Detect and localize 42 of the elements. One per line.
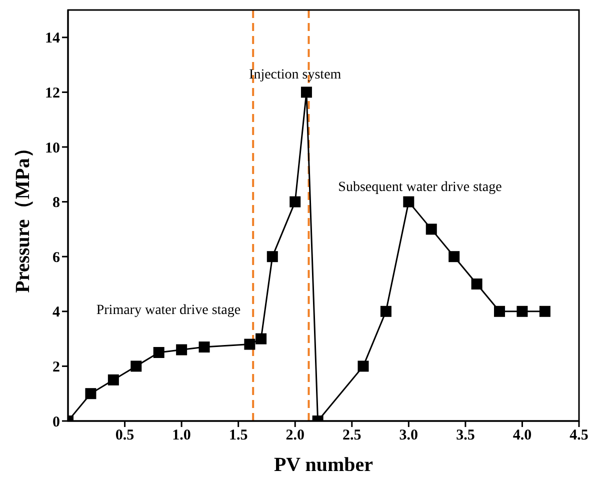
point — [130, 360, 142, 372]
x-tick-label: 4.0 — [512, 428, 532, 444]
point — [290, 196, 301, 208]
y-tick-label: 2 — [52, 360, 60, 376]
point — [85, 388, 96, 400]
x-tick-label: 2.5 — [342, 428, 362, 444]
y-tick-label: 6 — [52, 250, 60, 266]
y-tick-label: 10 — [45, 140, 60, 156]
y-tick-label: 8 — [52, 195, 60, 212]
point — [153, 347, 164, 358]
point — [358, 360, 369, 372]
x-tick-label: 1.0 — [172, 428, 191, 444]
y-tick-label: 0 — [52, 414, 60, 430]
point — [108, 374, 119, 386]
x-tick-label: 4.5 — [570, 428, 588, 444]
point — [539, 306, 550, 317]
y-tick-label: 14 — [45, 30, 60, 47]
point — [403, 196, 414, 208]
x-tick-label: 2.0 — [286, 428, 304, 444]
point — [448, 251, 460, 262]
annotation: Subsequent water drive stage — [338, 180, 502, 195]
point — [266, 251, 278, 262]
point — [300, 86, 312, 98]
x-tick-label: 3.0 — [399, 428, 418, 444]
x-tick-label: 0.5 — [115, 428, 134, 444]
point — [471, 278, 482, 290]
x-tick-label: 1.5 — [228, 428, 248, 444]
y-tick-label: 4 — [52, 304, 60, 321]
point — [380, 306, 392, 317]
point — [426, 224, 437, 235]
annotation: Primary water drive stage — [96, 303, 241, 318]
point — [198, 342, 210, 353]
annotation: Injection system — [249, 68, 342, 82]
point — [244, 338, 256, 350]
x-axis-title: PV number — [274, 454, 374, 476]
point — [176, 344, 188, 356]
x-tick-label: 3.5 — [456, 428, 475, 444]
point — [256, 333, 267, 344]
y-axis-title: Pressure（MPa） — [12, 138, 34, 293]
y-tick-label: 12 — [45, 86, 60, 102]
point — [494, 306, 506, 317]
point — [516, 306, 528, 317]
